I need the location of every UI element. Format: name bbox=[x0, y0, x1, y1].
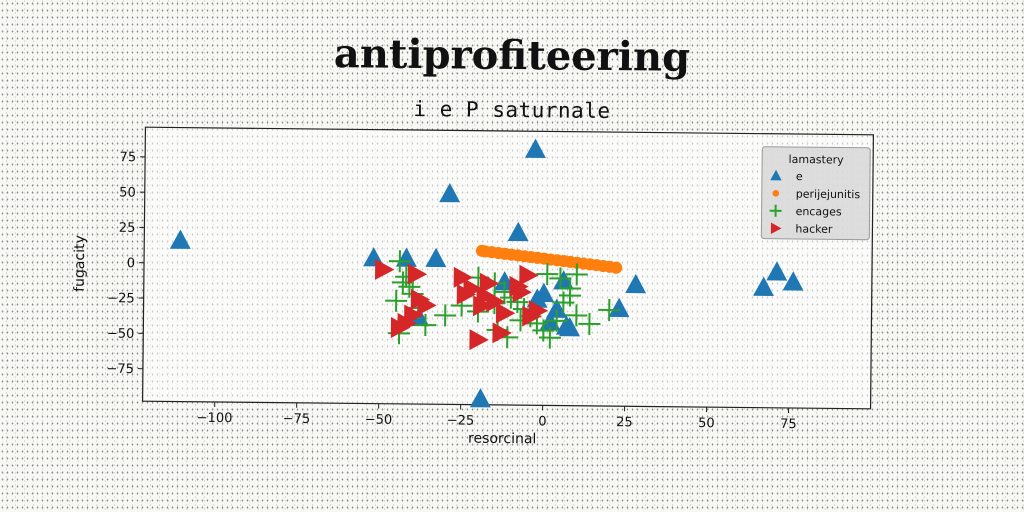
legend-marker-e bbox=[770, 169, 782, 181]
data-point bbox=[549, 267, 572, 290]
data-point bbox=[546, 298, 568, 318]
data-point bbox=[407, 263, 428, 285]
data-point bbox=[479, 272, 500, 294]
data-point bbox=[385, 289, 408, 312]
data-point bbox=[545, 309, 568, 332]
data-point bbox=[492, 322, 512, 344]
y-axis-label: fugacity bbox=[72, 235, 89, 292]
data-point bbox=[753, 276, 774, 296]
data-point bbox=[565, 263, 588, 286]
y-tick-label: −50 bbox=[107, 327, 135, 342]
data-point bbox=[565, 304, 588, 327]
legend-label-encages: encages bbox=[796, 205, 842, 218]
x-tick-label: 0 bbox=[538, 414, 546, 429]
y-tick-label: −75 bbox=[106, 362, 134, 377]
series-hacker bbox=[375, 258, 549, 351]
data-point bbox=[766, 261, 788, 281]
data-point bbox=[608, 297, 630, 318]
data-point bbox=[439, 182, 461, 203]
data-point bbox=[578, 312, 601, 335]
legend-label-hacker: hacker bbox=[795, 223, 833, 236]
data-point bbox=[524, 138, 546, 159]
series-perijejunitis bbox=[475, 244, 623, 274]
data-point bbox=[456, 283, 477, 305]
legend-title: lamastery bbox=[789, 153, 845, 167]
data-point bbox=[453, 266, 473, 288]
plot-area bbox=[141, 126, 875, 410]
data-point bbox=[414, 314, 437, 337]
data-point bbox=[473, 295, 493, 317]
data-point bbox=[555, 315, 577, 335]
data-point bbox=[375, 258, 395, 280]
y-tick-label: 50 bbox=[119, 185, 136, 200]
legend-marker-perijejunitis bbox=[772, 190, 780, 197]
data-point bbox=[610, 261, 623, 274]
y-tick-label: 25 bbox=[119, 221, 136, 236]
y-tick-label: 0 bbox=[127, 256, 135, 271]
data-point bbox=[625, 273, 647, 294]
x-tick-label: 75 bbox=[780, 417, 797, 432]
data-point bbox=[495, 302, 516, 324]
x-axis-label: resorcinal bbox=[468, 431, 536, 448]
data-point bbox=[486, 291, 506, 313]
data-point bbox=[598, 299, 621, 322]
x-tick-label: −75 bbox=[283, 412, 311, 427]
legend-label-e: e bbox=[796, 170, 803, 183]
x-tick-label: −100 bbox=[197, 411, 233, 426]
legend-label-perijejunitis: perijejunitis bbox=[796, 188, 861, 202]
data-point bbox=[169, 229, 191, 249]
legend: lamastery e perijejunitis encages hacker bbox=[760, 146, 871, 241]
data-point bbox=[538, 326, 561, 349]
data-point bbox=[410, 289, 431, 310]
data-point bbox=[512, 281, 532, 303]
data-point bbox=[559, 284, 582, 307]
data-point bbox=[553, 270, 574, 290]
y-tick-label: −25 bbox=[107, 291, 135, 306]
data-point bbox=[469, 388, 491, 408]
data-point bbox=[397, 312, 417, 334]
data-point bbox=[507, 221, 529, 242]
data-point bbox=[388, 250, 411, 273]
y-tick-label: 75 bbox=[120, 150, 137, 165]
x-tick-label: 25 bbox=[616, 415, 633, 430]
x-tick-label: −50 bbox=[365, 413, 393, 428]
data-point bbox=[519, 264, 539, 286]
legend-box bbox=[760, 146, 871, 241]
data-point bbox=[782, 271, 804, 291]
data-point bbox=[469, 329, 489, 351]
x-tick-label: −25 bbox=[447, 413, 475, 428]
data-point bbox=[522, 305, 542, 327]
legend-marker-encages bbox=[769, 204, 782, 217]
x-tick-label: 50 bbox=[698, 416, 715, 431]
legend-marker-hacker bbox=[770, 222, 782, 234]
data-point bbox=[425, 247, 447, 268]
data-point bbox=[536, 263, 559, 286]
data-point bbox=[434, 304, 457, 327]
